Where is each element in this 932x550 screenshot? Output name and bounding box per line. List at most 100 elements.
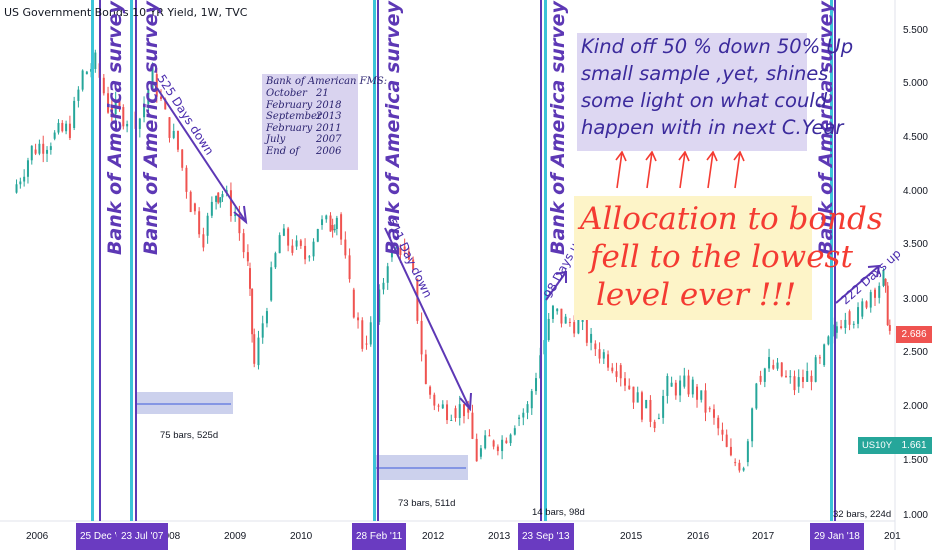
candle-body bbox=[118, 99, 121, 108]
candle-body bbox=[151, 64, 154, 90]
candle-body bbox=[287, 228, 290, 246]
candle-body bbox=[325, 215, 328, 220]
candle-body bbox=[446, 404, 449, 421]
candle-body bbox=[437, 405, 440, 407]
candle-body bbox=[110, 106, 113, 115]
candle-body bbox=[827, 336, 830, 345]
x-tick: 2015 bbox=[620, 531, 643, 542]
candle-body bbox=[818, 357, 821, 359]
candle-body bbox=[53, 132, 56, 139]
candle-body bbox=[645, 399, 648, 409]
candle-body bbox=[335, 217, 338, 229]
x-tick: 2009 bbox=[224, 531, 247, 542]
candle-body bbox=[738, 462, 741, 471]
y-tick: 4.500 bbox=[902, 132, 928, 143]
candle-body bbox=[712, 409, 715, 418]
candle-body bbox=[865, 301, 868, 308]
fms-month: February bbox=[266, 122, 313, 134]
candle-body bbox=[57, 122, 60, 133]
fms-dates-box: Bank of American FMS: October 21 February… bbox=[262, 74, 387, 170]
candle-body bbox=[628, 385, 631, 390]
candle-body bbox=[122, 107, 125, 127]
candle-body bbox=[657, 417, 660, 419]
candle-body bbox=[265, 311, 268, 324]
candle-body bbox=[755, 383, 758, 409]
candle-body bbox=[42, 143, 45, 154]
candle-body bbox=[282, 228, 285, 236]
x-tick: 2017 bbox=[752, 531, 775, 542]
candle-body bbox=[185, 167, 188, 192]
candle-body bbox=[886, 285, 889, 326]
candle-body bbox=[30, 145, 33, 161]
candle-body bbox=[700, 390, 703, 400]
candle-body bbox=[518, 417, 521, 419]
fms-year: 2018 bbox=[316, 99, 342, 111]
candle-body bbox=[793, 376, 796, 391]
y-tick: 5.500 bbox=[902, 25, 928, 36]
candle-body bbox=[691, 379, 694, 395]
candle-body bbox=[581, 318, 584, 322]
vline-cyan-3 bbox=[373, 0, 376, 521]
candle-body bbox=[246, 252, 249, 262]
x-tick: 2006 bbox=[26, 531, 49, 542]
candle-body bbox=[168, 117, 171, 138]
candle-body bbox=[312, 241, 315, 257]
fms-month: February bbox=[266, 99, 313, 111]
note-line: happen with in next C.Year bbox=[581, 116, 844, 139]
fms-row: February 2011 bbox=[266, 123, 354, 135]
candle-body bbox=[102, 77, 105, 94]
candle-body bbox=[450, 419, 453, 421]
candle-body bbox=[424, 354, 427, 384]
candle-body bbox=[535, 378, 538, 392]
candle-body bbox=[46, 149, 49, 154]
note-kind-off: Kind off 50 % down 50% Up small sample ,… bbox=[577, 33, 853, 151]
candle-body bbox=[181, 149, 184, 168]
survey-label-4: Bank of America survey bbox=[547, 1, 569, 255]
candle-body bbox=[172, 130, 175, 138]
candle-body bbox=[202, 234, 205, 248]
x-tick: 2008 bbox=[158, 531, 181, 542]
candle-body bbox=[299, 240, 302, 246]
candle-body bbox=[329, 215, 332, 232]
candle-body bbox=[526, 404, 529, 413]
survey-label-2: Bank of America survey bbox=[140, 1, 162, 255]
date-tag: 23 Jul '07 bbox=[117, 523, 168, 550]
candle-body bbox=[789, 376, 792, 378]
last-price-tag: 2.686 bbox=[896, 326, 932, 343]
y-tick: 2.500 bbox=[902, 347, 928, 358]
candle-body bbox=[547, 318, 550, 341]
candle-body bbox=[261, 323, 264, 338]
fms-month: End of bbox=[266, 145, 300, 157]
candle-body bbox=[81, 70, 84, 90]
arrow-511-line bbox=[384, 227, 471, 410]
candle-body bbox=[857, 307, 860, 324]
candle-body bbox=[878, 285, 881, 298]
arrow-222-line bbox=[835, 265, 880, 304]
candle-body bbox=[26, 160, 29, 177]
x-tick: 2013 bbox=[488, 531, 511, 542]
candle-body bbox=[19, 181, 22, 185]
candle-body bbox=[155, 74, 158, 97]
candle-body bbox=[852, 323, 855, 325]
candle-body bbox=[602, 352, 605, 359]
candle-body bbox=[234, 214, 237, 217]
candle-body bbox=[751, 408, 754, 442]
candle-body bbox=[361, 320, 364, 349]
candle-body bbox=[333, 228, 336, 231]
candle-body bbox=[316, 229, 319, 242]
candle-body bbox=[164, 99, 167, 110]
candle-body bbox=[85, 71, 88, 75]
date-tag: 29 Jan '18 bbox=[810, 523, 864, 550]
arrow-98-line bbox=[545, 271, 567, 301]
candle-body bbox=[509, 434, 512, 444]
candle-body bbox=[23, 176, 26, 182]
candle-body bbox=[873, 289, 876, 298]
vline-purple-5 bbox=[834, 0, 836, 521]
candle-body bbox=[399, 247, 402, 256]
candle-body bbox=[257, 337, 260, 366]
candle-body bbox=[147, 89, 150, 104]
candle-body bbox=[823, 344, 826, 366]
candle-body bbox=[38, 143, 41, 154]
y-tick: 3.000 bbox=[902, 294, 928, 305]
fms-year: 2007 bbox=[316, 134, 342, 146]
